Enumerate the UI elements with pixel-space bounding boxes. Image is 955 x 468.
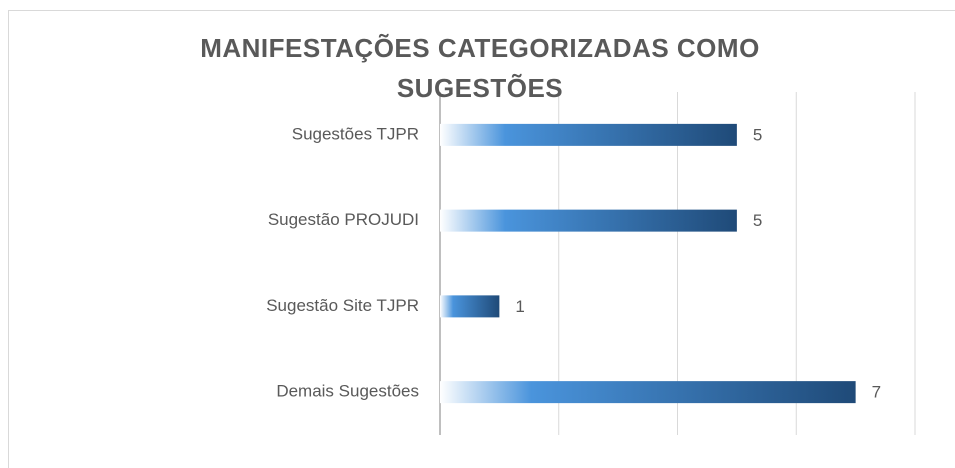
y-tick-label: Sugestão PROJUDI [268,210,419,229]
bar [440,123,737,146]
y-tick-label: Sugestões TJPR [292,124,419,143]
bar [440,381,856,404]
data-label: 7 [872,383,881,402]
data-label: 5 [753,211,762,230]
chart-border [8,10,955,468]
y-tick-label: Demais Sugestões [276,382,419,401]
y-tick-label: Sugestão Site TJPR [266,296,419,315]
bar [440,209,737,232]
data-label: 1 [515,297,524,316]
chart-title: MANIFESTAÇÕES CATEGORIZADAS COMO SUGESTÕ… [200,33,760,103]
bar [440,295,500,318]
data-label: 5 [753,125,762,144]
